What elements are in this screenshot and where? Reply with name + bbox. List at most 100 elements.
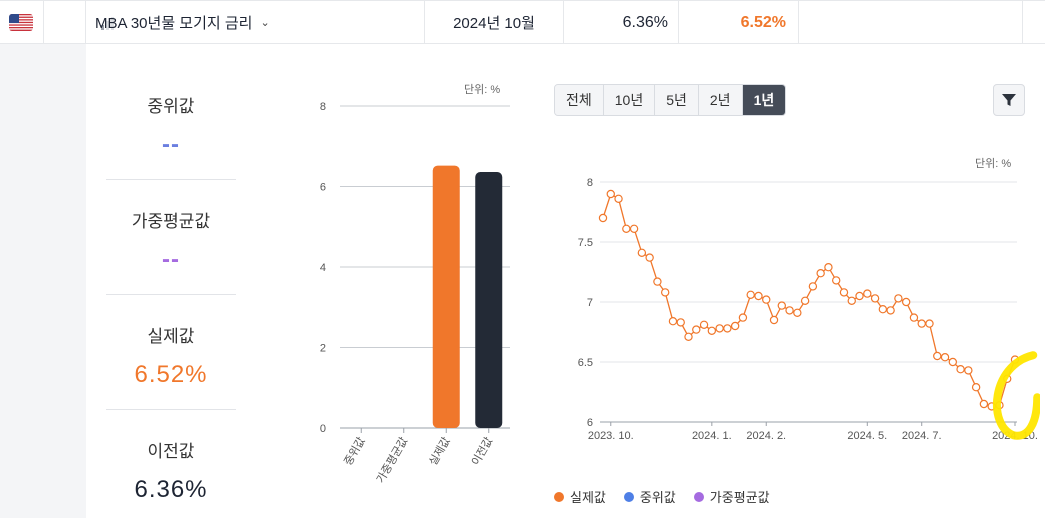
- data-point: [878, 304, 888, 314]
- stat-value: --: [162, 131, 180, 158]
- legend-dot: [554, 491, 564, 502]
- legend-item-median[interactable]: 중위값: [623, 487, 676, 506]
- data-point: [637, 248, 647, 258]
- data-point: [622, 224, 631, 234]
- divider: [106, 179, 236, 180]
- stat-label: 이전값: [147, 442, 195, 461]
- stat-value: 6.52%: [134, 361, 208, 388]
- chevron-down-icon: ⌄: [260, 17, 270, 29]
- x-tick-label: 실제값: [426, 435, 452, 468]
- legend-label: 가중평균값: [709, 490, 770, 505]
- y-tick-label: 8: [320, 101, 326, 113]
- filter-button[interactable]: [993, 84, 1025, 116]
- comparison-bar-chart: 0 2 4 6 8 중위값 가중평균값 실제값 이전값: [320, 101, 510, 485]
- data-point: [832, 276, 841, 285]
- y-tick-label: 8: [587, 177, 593, 189]
- period-button-10y[interactable]: 10년: [603, 85, 656, 115]
- period-button-all[interactable]: 전체: [555, 85, 604, 115]
- line-chart-unit: 단위: %: [975, 158, 1012, 170]
- data-point: [816, 268, 825, 278]
- data-point: [964, 366, 973, 375]
- y-tick-label: 6: [320, 182, 326, 194]
- bar: [475, 172, 503, 428]
- actual-value: 6.52%: [740, 13, 786, 31]
- legend-label: 실제값: [570, 490, 606, 505]
- data-point: [971, 382, 981, 392]
- x-tick-label: 2024. 1.: [692, 430, 732, 442]
- data-point: [668, 316, 678, 326]
- data-point: [746, 290, 755, 300]
- data-point: [886, 306, 895, 315]
- legend-item-weighted-average[interactable]: 가중평균값: [693, 487, 770, 506]
- x-tick-label: 2024. 7.: [902, 430, 942, 442]
- actual-value-cell: 6.52%: [679, 1, 799, 44]
- data-point: [606, 189, 615, 199]
- previous-value: 6.36%: [622, 13, 668, 31]
- y-tick-label: 2: [320, 343, 326, 355]
- x-tick-label: 중위값: [341, 435, 367, 468]
- y-tick-label: 4: [320, 262, 326, 274]
- data-point: [800, 296, 810, 306]
- y-tick-label: 7: [587, 297, 593, 309]
- stat-label: 중위값: [147, 97, 195, 116]
- data-point: [653, 277, 662, 286]
- data-point: [730, 321, 740, 331]
- legend-dot: [623, 491, 634, 502]
- data-point: [692, 325, 701, 334]
- highlight-annotation: [992, 351, 1040, 440]
- data-point: [808, 282, 818, 291]
- x-tick-label: 2023. 10.: [588, 430, 634, 442]
- data-point: [863, 289, 872, 298]
- x-tick-label: 2024. 5.: [847, 430, 887, 442]
- data-point: [824, 262, 833, 272]
- period-button-5y[interactable]: 5년: [655, 85, 699, 115]
- data-point: [839, 288, 849, 297]
- data-point: [909, 313, 919, 322]
- data-point: [629, 224, 639, 234]
- data-point: [598, 213, 608, 223]
- forecast-cell: [799, 1, 1023, 44]
- data-point: [917, 319, 926, 328]
- data-point: [785, 306, 794, 315]
- data-point: [769, 315, 779, 325]
- legend-item-actual[interactable]: 실제값: [554, 487, 606, 506]
- y-tick-label: 6: [587, 417, 593, 429]
- data-point: [684, 332, 693, 341]
- indicator-header-row: MBA 30년물 모기지 금리 ⌄ 2024년 10월 6.36% 6.52%: [0, 0, 1045, 44]
- data-point: [870, 294, 880, 303]
- filter-icon: [1002, 94, 1016, 106]
- data-point: [956, 364, 965, 374]
- stat-value: --: [162, 246, 180, 273]
- country-cell: [0, 1, 44, 44]
- stat-value: 6.36%: [134, 476, 208, 503]
- data-point: [979, 399, 989, 409]
- data-point: [847, 296, 856, 306]
- y-tick-label: 0: [320, 423, 326, 435]
- data-point: [762, 295, 771, 304]
- divider: [106, 294, 236, 295]
- period-selector: 전체 10년 5년 2년 1년: [554, 84, 787, 116]
- period-button-1y[interactable]: 1년: [742, 85, 786, 115]
- bar-chart-unit: 단위: %: [464, 84, 501, 96]
- data-point: [676, 318, 685, 327]
- left-gutter: [0, 44, 86, 518]
- stat-median: 중위값 --: [106, 92, 236, 159]
- stat-actual: 실제값 6.52%: [106, 322, 236, 389]
- stat-weighted-average: 가중평균값 --: [106, 207, 236, 274]
- data-point: [793, 308, 802, 317]
- line-chart-legend: 실제값 중위값 가중평균값: [554, 487, 770, 506]
- data-point: [948, 357, 958, 367]
- y-tick-label: 6.5: [578, 357, 593, 369]
- bar: [432, 165, 460, 428]
- release-date-cell: 2024년 10월: [425, 1, 564, 44]
- data-point: [660, 288, 670, 297]
- indicator-selector[interactable]: MBA 30년물 모기지 금리 ⌄: [86, 1, 425, 44]
- stat-label: 가중평균값: [131, 212, 211, 231]
- data-point: [933, 351, 942, 361]
- previous-value-cell: 6.36%: [564, 1, 679, 44]
- data-point: [777, 301, 786, 310]
- period-button-2y[interactable]: 2년: [698, 85, 743, 115]
- x-tick-label: 2024. 2.: [746, 430, 786, 442]
- indicator-title: MBA 30년물 모기지 금리: [95, 15, 253, 32]
- release-date: 2024년 10월: [453, 15, 535, 32]
